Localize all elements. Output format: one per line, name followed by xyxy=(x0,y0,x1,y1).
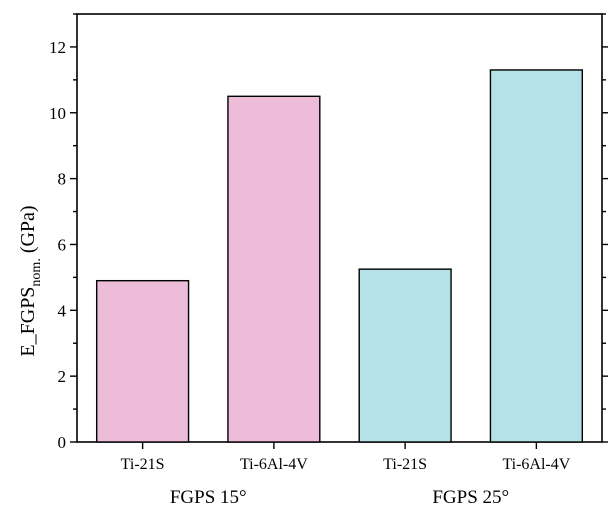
y-axis-title-unit: (GPa) xyxy=(17,205,39,253)
bar-1 xyxy=(95,279,190,443)
y-axis-title-subscript: nom. xyxy=(29,258,44,286)
y-tick-label: 12 xyxy=(49,38,66,57)
bar-3 xyxy=(358,268,452,443)
x-category-label: Ti-6Al-4V xyxy=(240,456,308,473)
group-label-2: FGPS 25° xyxy=(432,487,509,508)
y-tick-label: 2 xyxy=(58,367,67,386)
y-axis-title-main: E_FGPS xyxy=(17,287,39,357)
y-tick-label: 6 xyxy=(58,235,67,254)
labels-layer: 0 2 4 6 8 10 12 Ti-21S Ti-6Al-4V Ti-21S Ti-6Al-4V F… xyxy=(49,38,571,508)
y-tick-label: 4 xyxy=(58,301,67,320)
plot-frame xyxy=(76,13,603,443)
x-category-label: Ti-6Al-4V xyxy=(502,456,570,473)
x-category-label: Ti-21S xyxy=(121,456,165,473)
x-category-label: Ti-21S xyxy=(383,456,427,473)
axes-layer xyxy=(76,13,603,443)
group-label-1: FGPS 15° xyxy=(170,487,247,508)
y-tick-label: 10 xyxy=(49,104,66,123)
bar-2 xyxy=(227,95,321,443)
y-tick-label: 8 xyxy=(58,170,67,189)
bars-layer xyxy=(95,69,584,443)
bar-4 xyxy=(489,69,584,443)
y-tick-label: 0 xyxy=(58,433,67,452)
y-axis-title: E_FGPSnom. (GPa) xyxy=(17,205,44,356)
